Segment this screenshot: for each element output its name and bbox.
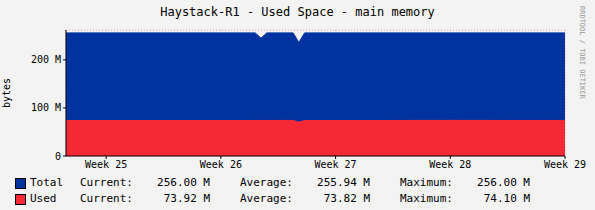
svg-text:0: 0 bbox=[55, 151, 61, 162]
html-text:256.00 M: 256.00 M bbox=[477, 176, 530, 189]
html-text:Total: Total bbox=[30, 176, 64, 189]
svg-text:Week 25: Week 25 bbox=[85, 159, 127, 170]
html-text:73.92 M: 73.92 M bbox=[163, 192, 210, 205]
html-text:Current:: Current: bbox=[80, 192, 133, 205]
svg-text:Week 27: Week 27 bbox=[314, 159, 356, 170]
svg-text:Week 29: Week 29 bbox=[544, 159, 586, 170]
svg-text:Week 26: Week 26 bbox=[200, 159, 242, 170]
html-text:Average:: Average: bbox=[240, 192, 293, 205]
html-text:RRDTOOL / TOBI OETIKER: RRDTOOL / TOBI OETIKER bbox=[578, 6, 586, 99]
html-text:Maximum:: Maximum: bbox=[400, 192, 453, 205]
html-text:Maximum:: Maximum: bbox=[400, 176, 453, 189]
svg-text:100 M: 100 M bbox=[31, 102, 61, 113]
svg-text:200 M: 200 M bbox=[31, 54, 61, 65]
svg-text:Week 28: Week 28 bbox=[429, 159, 471, 170]
svg-text:bytes: bytes bbox=[8, 78, 12, 108]
html-text:Average:: Average: bbox=[240, 176, 293, 189]
html-text:Current:: Current: bbox=[80, 176, 133, 189]
html-text:74.10 M: 74.10 M bbox=[483, 192, 530, 205]
html-text:255.94 M: 255.94 M bbox=[317, 176, 370, 189]
html-text:Used: Used bbox=[30, 192, 57, 205]
html-text:73.82 M: 73.82 M bbox=[323, 192, 370, 205]
html-text:256.00 M: 256.00 M bbox=[157, 176, 210, 189]
html-text:Haystack-R1 - Used Space - mai: Haystack-R1 - Used Space - main memory bbox=[160, 5, 435, 19]
